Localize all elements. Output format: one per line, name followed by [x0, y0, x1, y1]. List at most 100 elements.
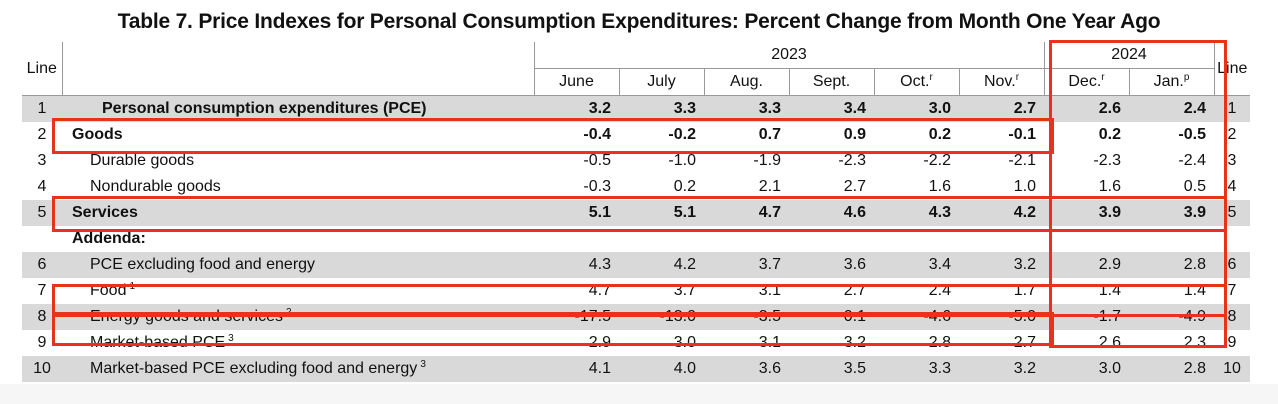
value-cell: -0.5	[1178, 126, 1206, 143]
value-cell: 2.9	[588, 334, 611, 351]
value-cell: 1.6	[928, 178, 951, 195]
value-cell	[789, 226, 874, 252]
line-header-left: Line	[22, 42, 62, 96]
line-number-left	[22, 226, 62, 252]
value-cell	[704, 226, 789, 252]
value-cell: -0.5	[583, 152, 611, 169]
table-row: 4 Nondurable goods -0.3 0.2 2.1 2.7 1.6 1.0 1.6 0…	[22, 174, 1250, 200]
line-number-left: 5	[22, 200, 62, 226]
line-header-right: Line	[1213, 42, 1250, 96]
line-number-right: 4	[1227, 178, 1237, 195]
value-cell	[1129, 226, 1214, 252]
value-cell: 2.7	[959, 95, 1044, 122]
line-number-left: 6	[22, 252, 62, 278]
value-cell: 3.4	[789, 95, 874, 122]
year-2023-header: 2023	[533, 42, 1044, 69]
value-cell: 4.7	[588, 282, 611, 299]
value-cell: 0.2	[928, 126, 951, 143]
value-cell: -2.3	[1093, 152, 1121, 169]
value-cell: 2.9	[1044, 252, 1129, 278]
value-cell: -2.1	[1008, 152, 1036, 169]
value-cell: 2.4	[1129, 95, 1214, 122]
month-header: Sept.	[788, 68, 874, 96]
line-number-right: 1	[1214, 95, 1250, 122]
value-cell: 5.1	[619, 200, 704, 226]
value-cell: 3.1	[758, 334, 781, 351]
line-number-left: 10	[22, 356, 62, 382]
value-cell: -3.5	[704, 304, 789, 330]
value-cell: 2.4	[928, 282, 951, 299]
row-label: Addenda:	[72, 230, 146, 247]
row-label: Market-based PCE excluding food and ener…	[62, 356, 534, 382]
value-cell: 4.0	[619, 356, 704, 382]
table-title: Table 7. Price Indexes for Personal Cons…	[117, 10, 1161, 33]
value-cell: -2.4	[1178, 152, 1206, 169]
table-row: 1 Personal consumption expenditures (PCE)…	[22, 95, 1250, 122]
value-cell: 2.7	[1013, 334, 1036, 351]
value-cell: 3.4	[874, 252, 959, 278]
scroll-shadow	[0, 384, 1278, 404]
table-row: 7 Food 1 4.7 3.7 3.1 2.7 2.4 1.7 1.4 1.4 7	[22, 278, 1250, 304]
value-cell: 4.2	[959, 200, 1044, 226]
value-cell: 4.7	[704, 200, 789, 226]
pce-table: Line 2023 2024 Line June July Aug. Sept. Oct…	[22, 42, 1250, 382]
value-cell: 3.1	[758, 282, 781, 299]
label-header	[61, 42, 534, 96]
table-row: 8 Energy goods and services 2 -17.5 -13.0 -3.…	[22, 304, 1250, 330]
value-cell: 2.7	[843, 282, 866, 299]
value-cell: 0.2	[1098, 126, 1121, 143]
table-row: 6 PCE excluding food and energy 4.3 4.2 3.7 3…	[22, 252, 1250, 278]
value-cell: 3.2	[959, 252, 1044, 278]
row-label: Nondurable goods	[90, 178, 221, 195]
value-cell: -2.3	[838, 152, 866, 169]
value-cell: 3.9	[1129, 200, 1214, 226]
line-number-right: 8	[1214, 304, 1250, 330]
month-header: July	[618, 68, 704, 96]
value-cell: 4.3	[874, 200, 959, 226]
value-cell: -0.1	[1008, 126, 1036, 143]
year-2024-header: 2024	[1043, 42, 1214, 69]
value-cell	[1044, 226, 1129, 252]
table-row: 9 Market-based PCE 3 2.9 3.0 3.1 3.2 2.8 2.7 2.6 2…	[22, 330, 1250, 356]
value-cell: 2.8	[1129, 356, 1214, 382]
row-label: Goods	[72, 126, 123, 143]
line-number-left: 3	[37, 152, 47, 169]
value-cell: -4.9	[1129, 304, 1214, 330]
table-row: 10 Market-based PCE excluding food and en…	[22, 356, 1250, 382]
value-cell: -2.2	[923, 152, 951, 169]
value-cell: 2.6	[1044, 95, 1129, 122]
value-cell: 0.5	[1183, 178, 1206, 195]
value-cell: -0.3	[583, 178, 611, 195]
line-number-right: 9	[1227, 334, 1237, 351]
value-cell: -5.0	[959, 304, 1044, 330]
line-number-right: 6	[1214, 252, 1250, 278]
value-cell: 1.7	[1013, 282, 1036, 299]
value-cell: 1.6	[1098, 178, 1121, 195]
table-row: 5 Services 5.1 5.1 4.7 4.6 4.3 4.2 3.9 3.9 5	[22, 200, 1250, 226]
value-cell	[534, 226, 619, 252]
value-cell: -0.2	[668, 126, 696, 143]
table-row: 3 Durable goods -0.5 -1.0 -1.9 -2.3 -2.2 -2.1 -2…	[22, 148, 1250, 174]
row-label: Personal consumption expenditures (PCE)	[62, 95, 534, 122]
value-cell: 3.3	[619, 95, 704, 122]
value-cell: 3.0	[1044, 356, 1129, 382]
value-cell: 3.0	[673, 334, 696, 351]
value-cell: 2.6	[1098, 334, 1121, 351]
row-label: Durable goods	[90, 152, 195, 169]
table-row: 2 Goods -0.4 -0.2 0.7 0.9 0.2 -0.1 0.2 -0.5 2	[22, 122, 1250, 148]
value-cell: -1.7	[1044, 304, 1129, 330]
value-cell: -0.4	[583, 126, 611, 143]
table-row: Addenda:	[22, 226, 1250, 252]
row-label: Services	[62, 200, 534, 226]
line-number-left: 4	[37, 178, 47, 195]
month-header: Dec.r	[1043, 68, 1129, 96]
row-label: Food 1	[90, 281, 136, 300]
line-number-left: 7	[37, 282, 47, 299]
value-cell: 4.2	[619, 252, 704, 278]
value-cell: 3.3	[874, 356, 959, 382]
row-label: PCE excluding food and energy	[62, 252, 534, 278]
value-cell: 3.7	[673, 282, 696, 299]
line-number-right	[1214, 226, 1250, 252]
value-cell: 2.7	[843, 178, 866, 195]
